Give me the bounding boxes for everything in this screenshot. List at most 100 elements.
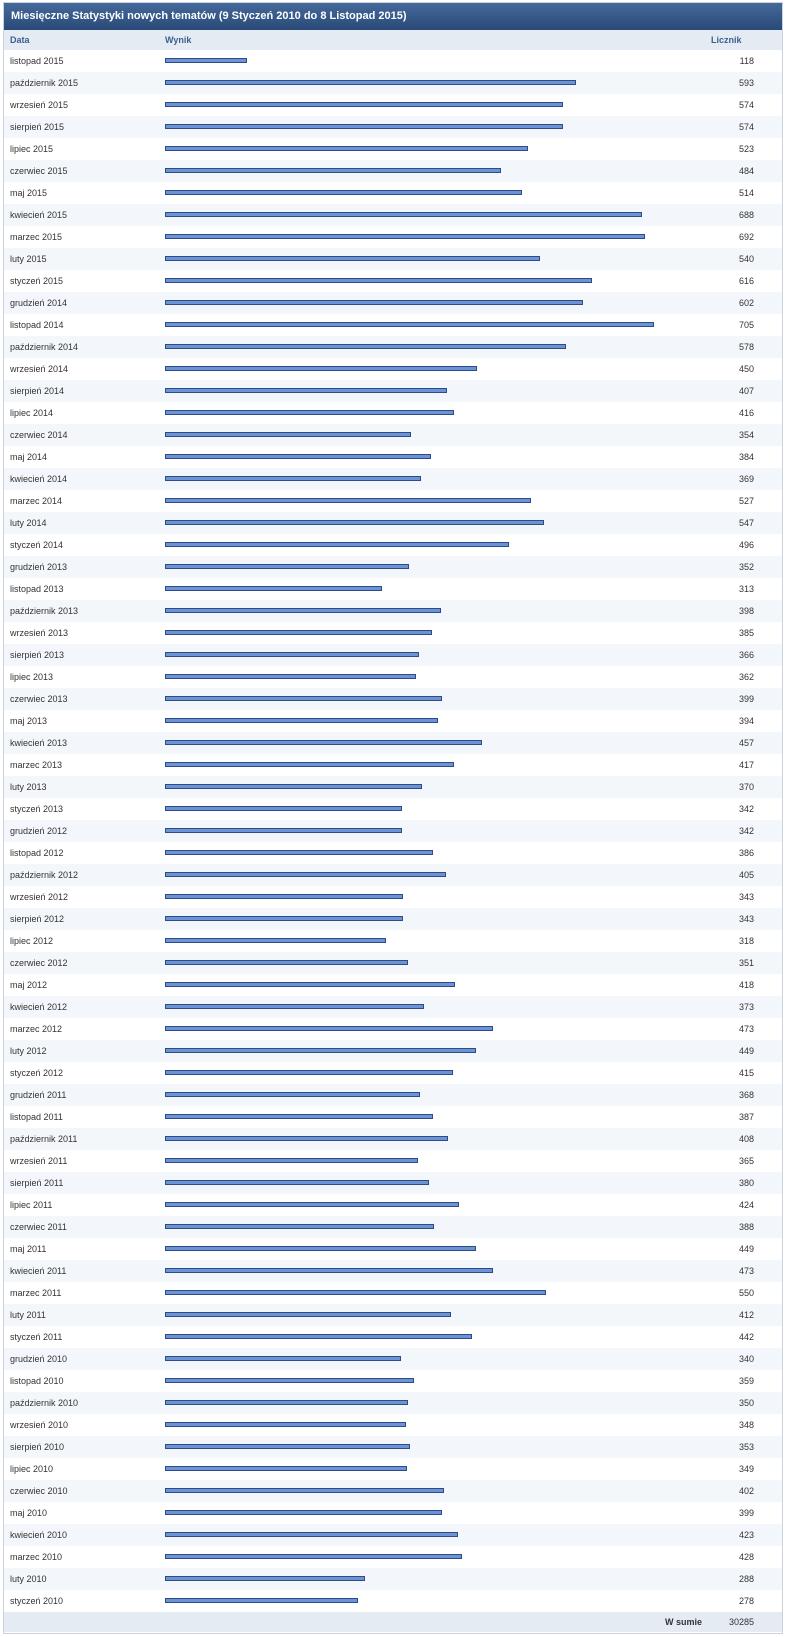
column-header-date[interactable]: Data <box>10 35 30 45</box>
row-count-value: 313 <box>738 584 754 594</box>
row-date-label: czerwiec 2014 <box>10 430 68 440</box>
table-row: lipiec 2014 416 <box>4 402 782 424</box>
row-date-label: lipiec 2014 <box>10 408 54 418</box>
result-bar <box>165 1180 429 1185</box>
row-count-value: 574 <box>738 122 754 132</box>
result-bar <box>165 1510 442 1515</box>
result-bar <box>165 80 576 85</box>
row-count-value: 368 <box>738 1090 754 1100</box>
row-date-label: sierpień 2010 <box>10 1442 65 1452</box>
row-count-value: 415 <box>738 1068 754 1078</box>
result-bar <box>165 366 477 371</box>
result-bar <box>165 784 422 789</box>
table-row: marzec 2011 550 <box>4 1282 782 1304</box>
result-bar <box>165 344 566 349</box>
result-bar <box>165 1378 414 1383</box>
table-row: październik 2015 593 <box>4 72 782 94</box>
result-bar <box>165 102 563 107</box>
row-count-value: 384 <box>738 452 754 462</box>
row-count-value: 602 <box>738 298 754 308</box>
result-bar <box>165 564 409 569</box>
table-row: wrzesień 2010 348 <box>4 1414 782 1436</box>
row-date-label: lipiec 2015 <box>10 144 54 154</box>
result-bar <box>165 1532 458 1537</box>
total-value: 30285 <box>728 1617 754 1627</box>
row-count-value: 547 <box>738 518 754 528</box>
result-bar <box>165 1422 406 1427</box>
row-count-value: 118 <box>739 56 754 66</box>
result-bar <box>165 850 433 855</box>
row-date-label: listopad 2012 <box>10 848 64 858</box>
row-count-value: 348 <box>738 1420 754 1430</box>
row-count-value: 385 <box>738 628 754 638</box>
row-date-label: marzec 2012 <box>10 1024 63 1034</box>
row-count-value: 418 <box>738 980 754 990</box>
result-bar <box>165 696 442 701</box>
row-date-label: wrzesień 2013 <box>10 628 69 638</box>
row-date-label: styczeń 2011 <box>10 1332 63 1342</box>
result-bar <box>165 674 416 679</box>
row-date-label: październik 2012 <box>10 870 79 880</box>
row-count-value: 417 <box>738 760 754 770</box>
table-row: wrzesień 2012 343 <box>4 886 782 908</box>
table-row: kwiecień 2010 423 <box>4 1524 782 1546</box>
row-count-value: 399 <box>738 694 754 704</box>
table-row: październik 2010 350 <box>4 1392 782 1414</box>
row-date-label: grudzień 2011 <box>10 1090 67 1100</box>
row-date-label: listopad 2010 <box>10 1376 64 1386</box>
table-row: maj 2013 394 <box>4 710 782 732</box>
result-bar <box>165 1554 462 1559</box>
row-date-label: styczeń 2010 <box>10 1596 64 1606</box>
row-date-label: czerwiec 2012 <box>10 958 68 968</box>
table-row: grudzień 2010 340 <box>4 1348 782 1370</box>
table-row: listopad 2015 118 <box>4 50 782 72</box>
row-date-label: wrzesień 2015 <box>10 100 69 110</box>
result-bar <box>165 168 501 173</box>
row-count-value: 412 <box>738 1310 754 1320</box>
row-date-label: wrzesień 2011 <box>10 1156 68 1166</box>
row-date-label: kwiecień 2014 <box>10 474 68 484</box>
result-bar <box>165 1598 358 1603</box>
row-count-value: 540 <box>738 254 754 264</box>
result-bar <box>165 828 402 833</box>
row-date-label: luty 2015 <box>10 254 47 264</box>
table-row: sierpień 2010 353 <box>4 1436 782 1458</box>
result-bar <box>165 146 528 151</box>
row-count-value: 353 <box>738 1442 754 1452</box>
table-row: marzec 2014 527 <box>4 490 782 512</box>
result-bar <box>165 1224 434 1229</box>
column-header-result: Wynik <box>165 35 192 45</box>
result-bar <box>165 762 454 767</box>
result-bar <box>165 1334 472 1339</box>
result-bar <box>165 1026 493 1031</box>
result-bar <box>165 652 419 657</box>
row-date-label: luty 2014 <box>10 518 47 528</box>
row-count-value: 288 <box>738 1574 754 1584</box>
result-bar <box>165 1136 448 1141</box>
table-row: kwiecień 2011 473 <box>4 1260 782 1282</box>
row-date-label: lipiec 2011 <box>10 1200 53 1210</box>
row-count-value: 342 <box>738 804 754 814</box>
row-date-label: maj 2010 <box>10 1508 48 1518</box>
result-bar <box>165 1070 453 1075</box>
result-bar <box>165 1576 365 1581</box>
result-bar <box>165 1004 424 1009</box>
row-count-value: 449 <box>738 1244 754 1254</box>
row-count-value: 354 <box>738 430 754 440</box>
table-row: luty 2015 540 <box>4 248 782 270</box>
result-bar <box>165 234 645 239</box>
table-row: październik 2013 398 <box>4 600 782 622</box>
table-row: styczeń 2014 496 <box>4 534 782 556</box>
result-bar <box>165 1048 476 1053</box>
table-row: listopad 2012 386 <box>4 842 782 864</box>
result-bar <box>165 58 247 63</box>
row-date-label: lipiec 2010 <box>10 1464 54 1474</box>
row-count-value: 473 <box>738 1024 754 1034</box>
row-count-value: 359 <box>738 1376 754 1386</box>
row-date-label: grudzień 2014 <box>10 298 68 308</box>
column-header-count[interactable]: Licznik <box>711 35 742 45</box>
row-count-value: 428 <box>738 1552 754 1562</box>
table-row: sierpień 2011 380 <box>4 1172 782 1194</box>
result-bar <box>165 124 563 129</box>
result-bar <box>165 256 540 261</box>
